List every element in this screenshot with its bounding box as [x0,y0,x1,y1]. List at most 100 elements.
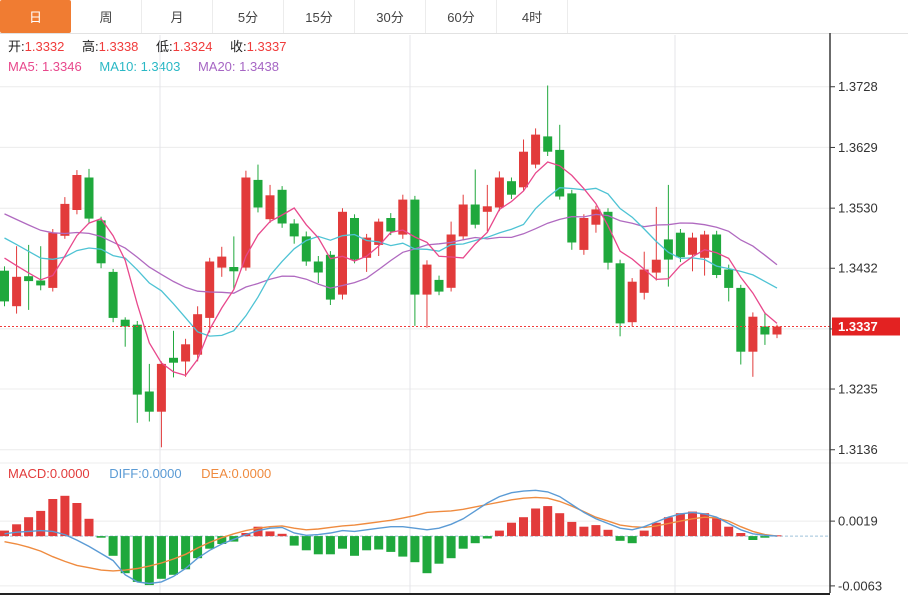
open-value: 1.3332 [24,39,65,54]
macd-bar [519,517,528,537]
macd-bar [603,529,613,537]
candle-body [72,175,82,210]
candle-body [748,316,758,352]
macd-bar [362,536,372,551]
grid-layer [0,35,908,593]
candle-body [724,269,734,288]
macd-bar [398,536,408,557]
candle-body [760,326,770,335]
macd-bar [410,536,420,563]
macd-bar [651,522,661,537]
price-tick-1: 1.3629 [838,140,878,155]
candle-body [627,281,637,323]
tab-week[interactable]: 周 [71,0,142,33]
candle-body [24,276,34,282]
macd-bar [144,536,154,586]
ma10-label: MA10: [99,59,137,74]
candle-body [48,232,58,288]
candle-body [772,326,782,335]
ma20-label: MA20: [197,59,236,74]
tab-15min[interactable]: 15分 [284,0,355,33]
macd-bar [24,517,34,537]
tab-day[interactable]: 日 [0,0,71,33]
diff-line [4,489,778,585]
candle-body [156,363,166,412]
candle-body [531,134,541,165]
price-tick-6: 1.3136 [838,442,878,457]
tab-4hour[interactable]: 4时 [497,0,568,33]
macd-bar [543,506,553,537]
macd-bar [531,508,541,537]
dea-line [4,496,778,572]
dea-label: DEA: [201,466,232,481]
candle-body [0,270,9,302]
ma5-line [4,161,778,377]
macd-bar [386,536,396,552]
macd-bar [108,536,118,556]
macd-bar [494,530,504,537]
quote-infobar: 开:1.3332 高:1.3338 低:1.3324 收:1.3337 MA5:… [8,37,828,77]
candle-body [482,206,492,212]
macd-bar [84,518,94,537]
current-price-badge [832,317,900,336]
macd-bar [700,513,710,537]
macd-bar [688,511,697,537]
macd-bar [675,513,685,537]
candle-body [374,221,384,245]
macd-bar [301,536,311,551]
candle-body [241,177,251,268]
macd-bar [555,513,565,537]
ma5-label: MA5: [8,59,39,74]
candle-body [144,391,154,412]
macd-bar [169,536,178,575]
high-label: 高: [82,39,99,54]
candle-body [277,189,287,224]
tab-month[interactable]: 月 [142,0,213,33]
candle-body [253,179,263,208]
macd-bar [579,526,589,537]
candle-body [507,181,516,195]
macd-bar [434,536,444,564]
macd-bar [507,522,516,537]
macd-bar [277,533,287,537]
candle-body [362,237,372,258]
macd-label: MACD: [8,466,50,481]
candle-body [675,232,685,258]
candle-body [169,357,178,363]
candle-body [651,259,661,273]
candle-body [313,261,323,273]
candle-body [96,220,106,264]
close-value: 1.3337 [246,39,287,54]
macd-bar [156,536,166,579]
macd-bar [36,510,46,537]
tab-30min[interactable]: 30分 [355,0,426,33]
ma20-value: 1.3438 [239,59,279,74]
candle-body [132,324,142,395]
current-price-badge-text: 1.3337 [838,319,878,334]
candle-body [205,261,215,318]
candle-body [700,234,710,258]
macd-bar [591,525,601,537]
candle-body [325,254,335,300]
price-tick-5: 1.3235 [838,382,878,397]
ma-row: MA5: 1.3346 MA10: 1.3403 MA20: 1.3438 [8,59,279,74]
macd-value: 0.0000 [49,466,90,481]
candle-body [60,203,70,236]
macd-legend: MACD:0.0000 DIFF:0.0000 DEA:0.0000 [8,466,271,481]
macd-bar [313,536,323,555]
candle-body [301,236,311,262]
axis-layer: 1.37281.36291.35301.34321.33331.32351.31… [0,33,882,595]
tab-5min[interactable]: 5分 [213,0,284,33]
macd-bar [350,536,359,556]
candle-body [494,177,504,208]
tab-60min[interactable]: 60分 [426,0,497,33]
macd-tick-1: -0.0063 [838,578,882,593]
macd-bar [96,536,106,538]
candle-body [434,279,444,292]
candle-body [36,280,46,286]
diff-value: 0.0000 [141,466,182,481]
candle-body [688,237,697,255]
candle-body [615,263,625,324]
candle-body [555,149,565,197]
